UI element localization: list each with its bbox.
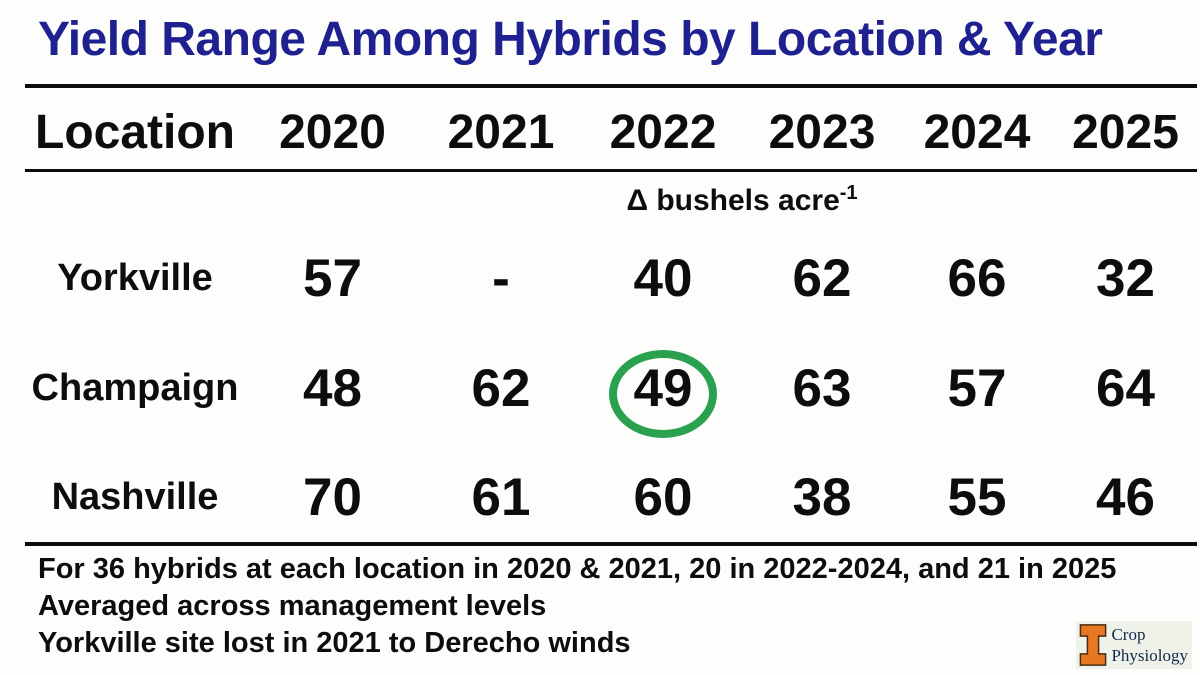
footnotes: For 36 hybrids at each location in 2020 … [38,551,1158,662]
cell-champaign-2025: 64 [1096,359,1155,418]
column-header-2022: 2022 [609,105,717,159]
footnote-derecho: Yorkville site lost in 2021 to Derecho w… [38,627,631,659]
divider-below-title [25,84,1197,88]
cell-champaign-2021: 62 [471,359,531,418]
slide-title: Yield Range Among Hybrids by Location & … [38,13,1103,66]
row-label-yorkville: Yorkville [57,257,213,299]
unit-superscript: -1 [839,182,858,204]
column-header-location: Location [35,105,235,159]
footnote-management: Averaged across management levels [38,590,547,622]
column-header-2024: 2024 [923,105,1031,159]
row-label-champaign: Champaign [31,367,239,409]
cell-champaign-2022: 49 [582,349,744,438]
highlighted-value: 49 [633,359,693,418]
cell-yorkville-2025: 32 [1096,249,1155,308]
cell-nashville-2023: 38 [792,468,852,527]
crop-physiology-logo: Crop Physiology [1076,621,1192,669]
row-label-nashville: Nashville [51,476,219,518]
divider-below-header [25,169,1197,172]
column-header-2025: 2025 [1072,105,1179,159]
cell-nashville-2021: 61 [471,468,531,527]
logo-line-crop: Crop [1111,624,1146,644]
cell-nashville-2022: 60 [633,468,693,527]
cell-yorkville-2022: 40 [633,249,693,308]
cell-champaign-2020: 48 [303,359,362,418]
table-header-row: Location 2020 2021 2022 2023 2024 2025 [25,104,1197,160]
cell-yorkville-2020: 57 [303,249,362,308]
column-header-2021: 2021 [447,105,555,159]
cell-nashville-2020: 70 [303,468,362,527]
column-header-2020: 2020 [279,105,386,159]
unit-label-text: Δ bushels acre [626,184,840,217]
cell-yorkville-2021: - [492,249,510,308]
cell-nashville-2024: 55 [947,468,1007,527]
footnote-hybrid-counts: For 36 hybrids at each location in 2020 … [38,553,1117,585]
cell-yorkville-2023: 62 [792,249,852,308]
table-row-nashville: Nashville 70 61 60 38 55 46 [25,467,1197,527]
divider-above-footnotes [25,542,1197,546]
table-row-champaign: Champaign 48 62 49 63 57 64 [25,349,1197,438]
unit-label: Δ bushels acre-1 [626,182,858,218]
column-header-2023: 2023 [768,105,876,159]
logo-text: Crop Physiology [1111,624,1188,667]
table-row-yorkville: Yorkville 57 - 40 62 66 32 [25,248,1197,308]
cell-yorkville-2024: 66 [947,249,1007,308]
cell-champaign-2024: 57 [947,359,1007,418]
cell-nashville-2025: 46 [1096,468,1155,527]
logo-line-physiology: Physiology [1111,646,1188,665]
illinois-block-i-icon [1080,624,1107,666]
cell-champaign-2023: 63 [792,359,852,418]
